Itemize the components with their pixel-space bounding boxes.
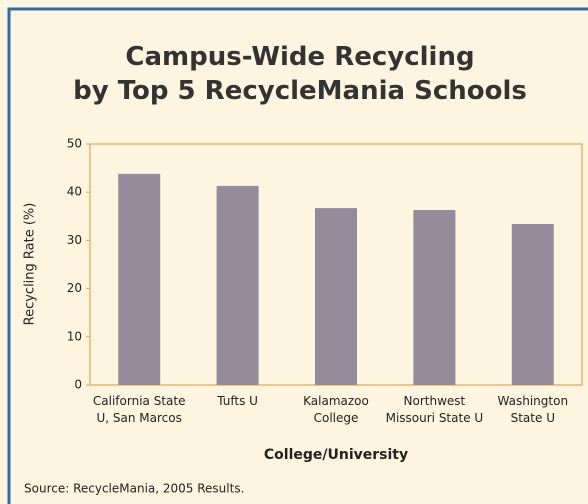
frame [7,7,588,504]
y-tick-label: 0 [74,378,82,392]
x-tick-label: Northwest Missouri State U [385,394,484,425]
y-tick-label: 50 [67,137,82,151]
x-tick-label: Tufts U [217,394,258,408]
source: Source: RecycleMania, 2005 Results. [24,482,244,496]
y-tick-label: 10 [67,329,82,343]
y-tick-label: 30 [67,233,82,247]
x-tick-label: Washington State U [497,394,569,425]
x-tick-label: California State U, San Marcos [92,394,186,425]
y-tick-label: 20 [67,281,82,295]
x-axis-label: College/University [264,447,408,463]
y-axis-label: Recycling Rate (%) [23,203,38,326]
bar [118,173,161,385]
bar [216,185,259,385]
bar [511,224,554,385]
bar [315,208,357,385]
bar [413,210,456,385]
y-tick-label: 40 [67,185,82,199]
chart-title: Campus-Wide Recycling by Top 5 RecycleMa… [73,42,527,106]
x-tick-label: Kalamazoo College [303,394,369,425]
